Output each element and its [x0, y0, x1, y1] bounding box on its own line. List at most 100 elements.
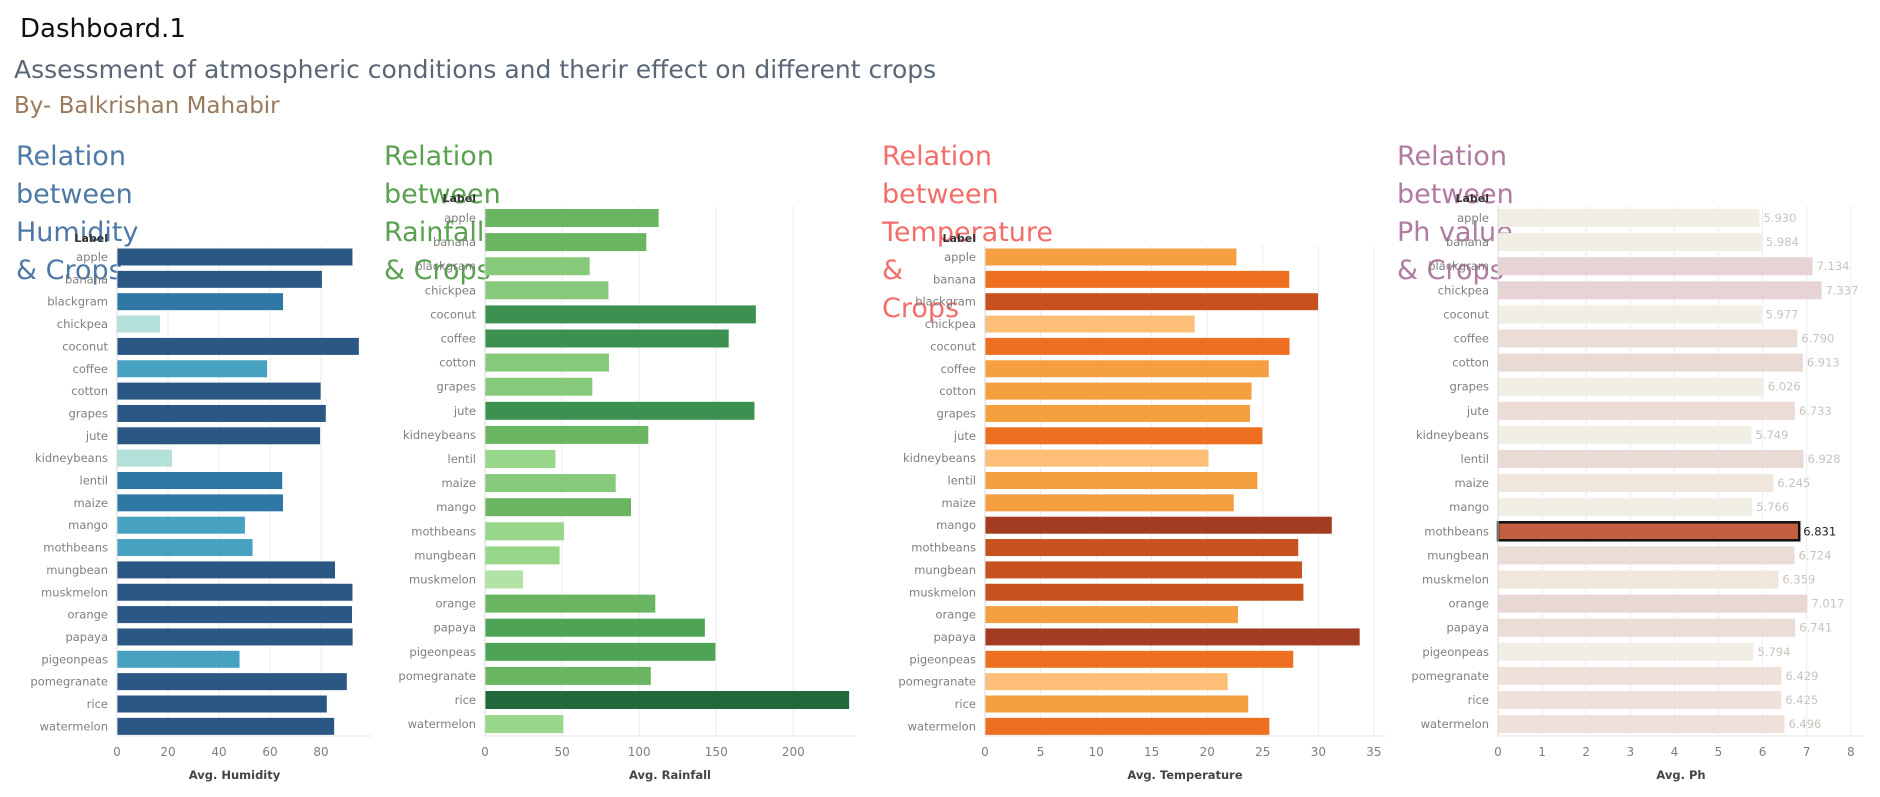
humidity-bar[interactable] — [117, 516, 245, 534]
rainfall-bar[interactable] — [485, 570, 524, 589]
humidity-bar[interactable] — [117, 561, 336, 579]
temperature-bar[interactable] — [985, 583, 1304, 601]
humidity-bar[interactable] — [117, 650, 240, 668]
ph-bar[interactable] — [1498, 353, 1803, 372]
ph-bar[interactable] — [1498, 691, 1782, 709]
ph-bar[interactable] — [1498, 570, 1779, 589]
ph-bar[interactable] — [1498, 209, 1760, 227]
temperature-bar[interactable] — [985, 404, 1250, 422]
temperature-bar[interactable] — [985, 494, 1234, 512]
temperature-bar[interactable] — [985, 337, 1290, 355]
temperature-bar[interactable] — [985, 472, 1258, 489]
temperature-bar[interactable] — [985, 539, 1299, 557]
rainfall-bar[interactable] — [485, 353, 609, 372]
ph-bar[interactable] — [1498, 329, 1798, 348]
humidity-category-label: kidneybeans — [35, 451, 108, 465]
ph-value-label: 5.766 — [1756, 500, 1789, 514]
rainfall-bar[interactable] — [485, 474, 616, 493]
temperature-bar[interactable] — [985, 449, 1209, 467]
rainfall-bar[interactable] — [485, 642, 716, 661]
rainfall-bar[interactable] — [485, 305, 756, 324]
rainfall-tick-label: 150 — [705, 745, 728, 759]
humidity-bar[interactable] — [117, 315, 160, 333]
rainfall-bar[interactable] — [485, 715, 564, 734]
rainfall-bar[interactable] — [485, 425, 649, 444]
ph-value-label: 6.913 — [1807, 356, 1840, 370]
ph-value-label: 6.831 — [1803, 524, 1836, 538]
rainfall-bar[interactable] — [485, 618, 705, 637]
rainfall-bar[interactable] — [485, 401, 755, 420]
humidity-category-label: lentil — [80, 474, 108, 488]
rainfall-bar[interactable] — [485, 233, 647, 252]
temperature-bar[interactable] — [985, 695, 1249, 713]
ph-value-label: 6.790 — [1801, 332, 1834, 346]
ph-bar[interactable] — [1498, 474, 1774, 493]
temperature-bar[interactable] — [985, 516, 1332, 534]
ph-bar[interactable] — [1498, 618, 1796, 637]
rainfall-bar[interactable] — [485, 546, 560, 565]
temperature-bar[interactable] — [985, 628, 1360, 646]
temperature-bar[interactable] — [985, 360, 1269, 378]
humidity-bar[interactable] — [117, 337, 359, 355]
humidity-bar[interactable] — [117, 583, 353, 601]
humidity-bar[interactable] — [117, 404, 326, 422]
temperature-bar[interactable] — [985, 382, 1252, 400]
ph-value-label: 5.930 — [1763, 211, 1796, 225]
ph-bar[interactable] — [1498, 305, 1762, 324]
ph-category-label: mothbeans — [1424, 524, 1489, 538]
ph-bar[interactable] — [1498, 666, 1782, 685]
ph-bar[interactable] — [1498, 642, 1754, 661]
humidity-bar[interactable] — [117, 539, 253, 557]
humidity-bar[interactable] — [117, 673, 347, 691]
ph-tick-label: 7 — [1803, 745, 1811, 759]
temperature-category-label: kidneybeans — [903, 451, 976, 465]
ph-bar[interactable] — [1498, 401, 1795, 420]
ph-bar[interactable] — [1498, 377, 1764, 396]
rainfall-bar[interactable] — [485, 666, 651, 685]
ph-bar[interactable] — [1498, 546, 1795, 565]
rainfall-bar[interactable] — [485, 377, 593, 396]
humidity-bar[interactable] — [117, 293, 284, 311]
ph-bar[interactable] — [1498, 498, 1753, 517]
rainfall-bar[interactable] — [485, 329, 729, 348]
ph-bar[interactable] — [1498, 594, 1808, 613]
ph-bar[interactable] — [1498, 233, 1762, 252]
rainfall-bar[interactable] — [485, 209, 659, 227]
temperature-category-label: muskmelon — [909, 585, 976, 599]
ph-bar[interactable] — [1498, 281, 1822, 300]
temperature-bar[interactable] — [985, 606, 1238, 624]
ph-bar[interactable] — [1498, 450, 1804, 468]
temperature-bar[interactable] — [985, 673, 1228, 691]
humidity-bar[interactable] — [117, 717, 335, 735]
temperature-bar[interactable] — [985, 717, 1270, 735]
humidity-bar[interactable] — [117, 449, 173, 467]
rainfall-bar[interactable] — [485, 450, 556, 468]
humidity-bar[interactable] — [117, 360, 268, 378]
humidity-bar[interactable] — [117, 248, 353, 266]
rainfall-bar[interactable] — [485, 691, 850, 709]
humidity-category-label: grapes — [69, 406, 108, 420]
rainfall-bar[interactable] — [485, 281, 609, 300]
ph-bar[interactable] — [1498, 425, 1752, 444]
ph-value-label: 6.359 — [1782, 573, 1815, 587]
humidity-bar[interactable] — [117, 494, 283, 512]
rainfall-bar[interactable] — [485, 498, 631, 517]
temperature-bar[interactable] — [985, 561, 1302, 579]
rainfall-bar[interactable] — [485, 522, 564, 541]
ph-bar[interactable] — [1496, 521, 1801, 542]
ph-bar[interactable] — [1498, 715, 1785, 734]
humidity-bar[interactable] — [117, 382, 321, 400]
humidity-bar[interactable] — [117, 628, 353, 646]
ph-bar[interactable] — [1498, 257, 1813, 276]
temperature-x-axis-label: Avg. Temperature — [1127, 768, 1243, 782]
humidity-bar[interactable] — [117, 270, 322, 288]
humidity-bar[interactable] — [117, 695, 327, 713]
humidity-bar[interactable] — [117, 472, 283, 489]
byline-name: Balkrishan Mahabir — [51, 93, 280, 119]
temperature-bar[interactable] — [985, 427, 1263, 445]
temperature-bar[interactable] — [985, 650, 1294, 668]
humidity-bar[interactable] — [117, 427, 321, 445]
humidity-bar[interactable] — [117, 606, 353, 624]
rainfall-bar[interactable] — [485, 594, 656, 613]
